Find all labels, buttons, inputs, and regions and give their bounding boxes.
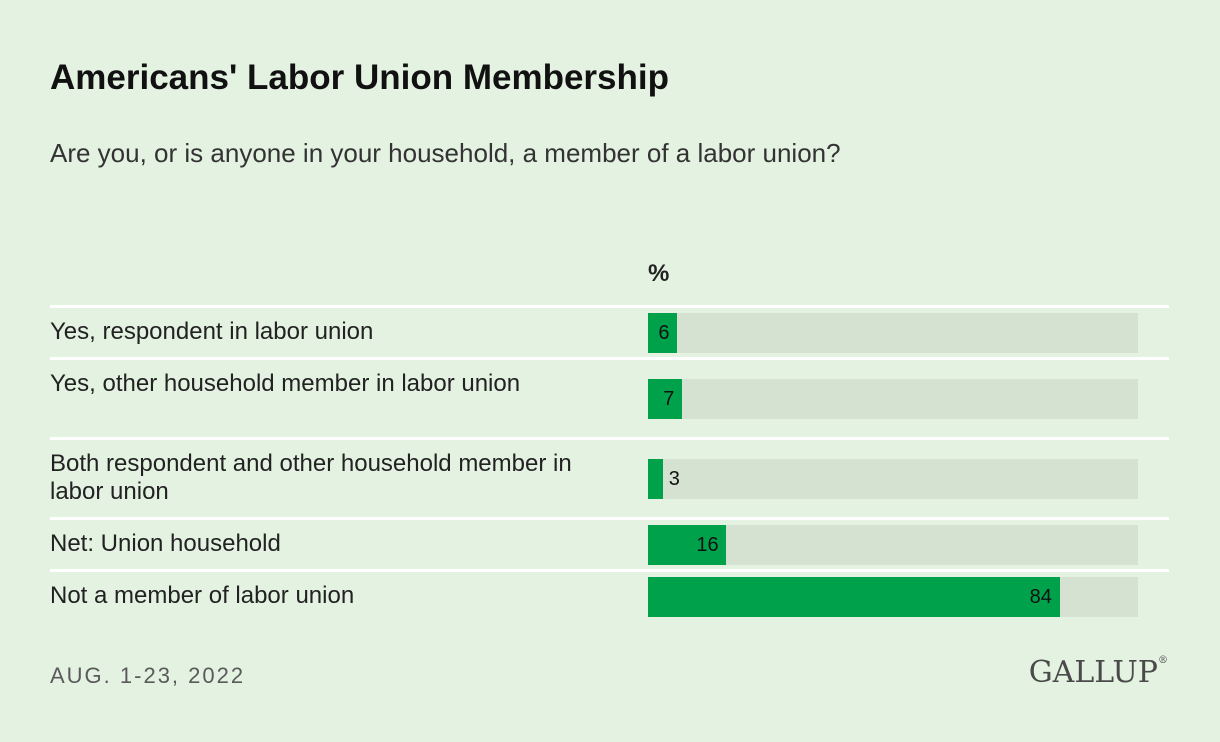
value-label: 6 — [658, 321, 670, 344]
bar-track: 3 — [648, 458, 1138, 499]
survey-date: AUG. 1-23, 2022 — [50, 663, 246, 688]
gallup-logo-text: GALLUP — [1028, 655, 1158, 690]
bar-track: 7 — [648, 378, 1138, 419]
bar-track: 6 — [648, 312, 1138, 353]
category-label: Yes, respondent in labor union — [50, 317, 374, 345]
bar — [648, 576, 1060, 617]
value-label: 16 — [696, 533, 719, 556]
bar-row: Not a member of labor union 84 — [50, 569, 1169, 621]
value-label: 84 — [1029, 585, 1052, 608]
bar-track: 84 — [648, 576, 1138, 617]
value-label: 7 — [663, 387, 675, 410]
bar — [648, 458, 663, 499]
category-label: Yes, other household member in labor uni… — [50, 369, 521, 397]
unit-label: % — [648, 260, 670, 287]
value-label: 3 — [668, 467, 680, 490]
chart-subtitle: Are you, or is anyone in your household,… — [50, 138, 841, 168]
bar-track: 16 — [648, 524, 1138, 565]
gallup-logo: GALLUP® — [1028, 655, 1168, 690]
category-label: Not a member of labor union — [50, 581, 355, 609]
bar — [648, 312, 678, 353]
bar-row: Both respondent and other household memb… — [50, 437, 1169, 517]
category-label: Net: Union household — [50, 529, 281, 557]
bar-row: Net: Union household 16 — [50, 517, 1169, 569]
chart-title: Americans' Labor Union Membership — [50, 58, 669, 97]
category-label: Both respondent and other household memb… — [50, 449, 572, 505]
bar-row: Yes, other household member in labor uni… — [50, 357, 1169, 437]
bar-row: Yes, respondent in labor union 6 — [50, 305, 1169, 357]
bar — [648, 378, 683, 419]
bar — [648, 524, 727, 565]
